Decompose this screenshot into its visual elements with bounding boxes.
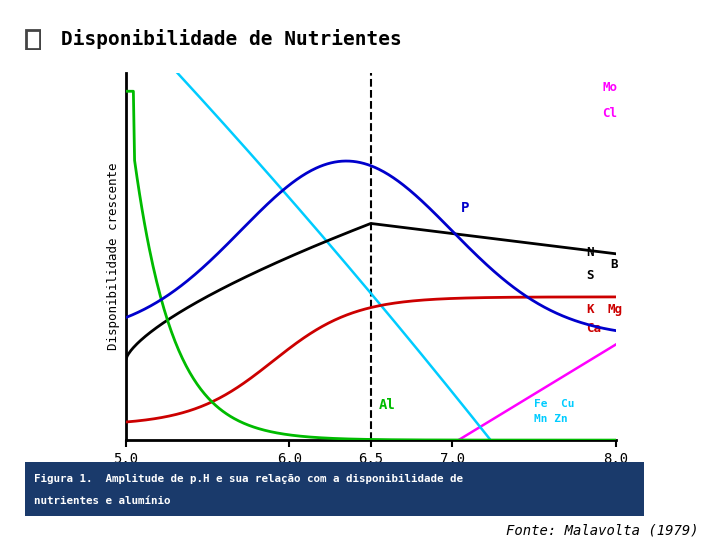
Text: K: K xyxy=(586,303,594,316)
Text: Mg: Mg xyxy=(608,303,622,316)
Text: nutrientes e alumínio: nutrientes e alumínio xyxy=(35,496,171,505)
Text: Ca: Ca xyxy=(586,322,601,335)
Text: Disponibilidade de Nutrientes: Disponibilidade de Nutrientes xyxy=(61,29,402,49)
Text: N: N xyxy=(586,246,594,260)
Text: B: B xyxy=(611,258,618,271)
FancyBboxPatch shape xyxy=(25,462,644,516)
Text: S: S xyxy=(586,268,594,281)
X-axis label: p.H: p.H xyxy=(356,471,386,489)
Text: Fe  Cu: Fe Cu xyxy=(534,399,575,409)
Text: Al: Al xyxy=(379,398,396,412)
Text: Mo: Mo xyxy=(603,81,618,94)
Text: Cl: Cl xyxy=(603,107,618,120)
Text: P: P xyxy=(461,201,469,215)
FancyBboxPatch shape xyxy=(26,30,40,49)
Text: Mn Zn: Mn Zn xyxy=(534,414,568,424)
Text: Figura 1.  Amplitude de p.H e sua relação com a disponibilidade de: Figura 1. Amplitude de p.H e sua relação… xyxy=(35,474,464,484)
Y-axis label: Disponibilidade crescente: Disponibilidade crescente xyxy=(107,163,120,350)
Text: Fonte: Malavolta (1979): Fonte: Malavolta (1979) xyxy=(505,523,698,537)
